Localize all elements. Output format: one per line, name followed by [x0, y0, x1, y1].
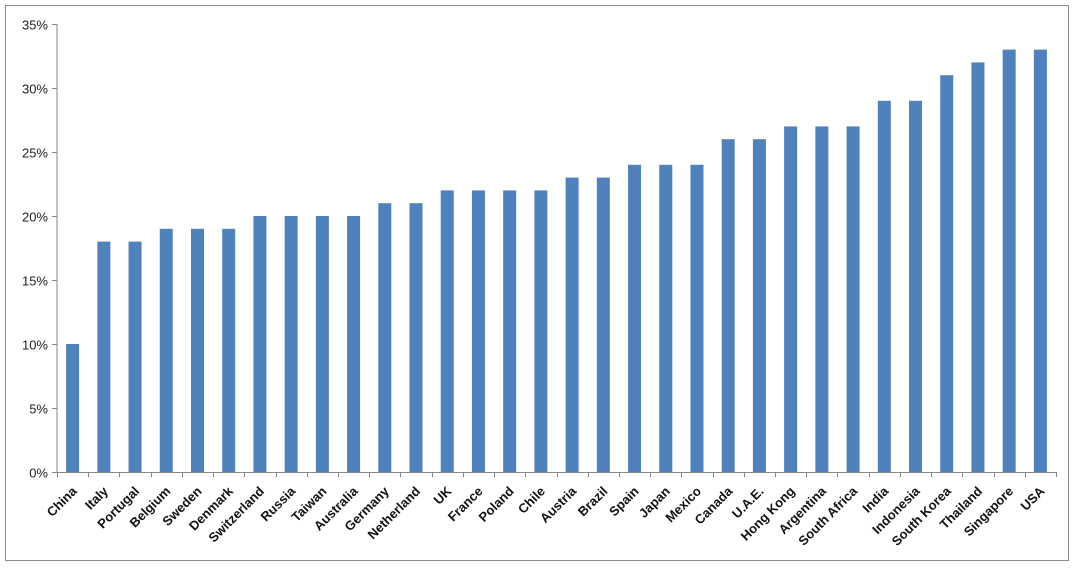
bar-brazil	[596, 177, 610, 472]
bar-usa	[1033, 49, 1047, 472]
bars	[66, 49, 1047, 473]
bar-chart: 0% 5% 10% 15% 20% 25% 30% 35% China ItalyPortuga…	[22, 18, 1057, 549]
bar-france	[471, 190, 485, 472]
bar-south-africa	[846, 126, 860, 473]
category-label: UK	[430, 483, 454, 507]
bar-mexico	[690, 164, 704, 473]
y-tick-label: 5%	[29, 402, 48, 417]
bar-taiwan	[315, 216, 329, 472]
y-tick-label: 10%	[22, 338, 48, 353]
y-tick-label: 35%	[22, 18, 48, 33]
bar-singapore	[1002, 49, 1016, 472]
bar-australia	[347, 216, 361, 472]
y-tick-label: 25%	[22, 146, 48, 161]
category-label: Poland	[476, 483, 517, 524]
bar-sweden	[190, 228, 204, 472]
y-tick-label: 20%	[22, 210, 48, 225]
bar-italy	[97, 241, 111, 472]
bar-south-korea	[940, 75, 954, 472]
bar-uk	[440, 190, 454, 472]
x-axis	[57, 472, 1057, 477]
y-axis: 0% 5% 10% 15% 20% 25% 30% 35%	[22, 18, 58, 481]
bar-denmark	[222, 228, 236, 472]
bar-spain	[628, 164, 642, 473]
bar-netherland	[409, 203, 423, 472]
y-tick-label: 15%	[22, 274, 48, 289]
bar-russia	[284, 216, 298, 472]
bar-belgium	[159, 228, 173, 472]
bar-germany	[378, 203, 392, 472]
bar-thailand	[971, 62, 985, 473]
bar-hong-kong	[784, 126, 798, 473]
chart-frame: 0% 5% 10% 15% 20% 25% 30% 35% China Italy Portuga…	[5, 5, 1069, 561]
bar-indonesia	[909, 100, 923, 473]
bar-india	[877, 100, 891, 473]
category-label: Austria	[537, 483, 580, 526]
category-label: USA	[1017, 483, 1047, 513]
bar-portugal	[128, 241, 142, 472]
bar-japan	[659, 164, 673, 473]
bar-switzerland	[253, 216, 267, 472]
category-labels: China ItalyPortugalBelgiumSwedenDenmarkSw…	[44, 483, 1048, 549]
bar-u-a-e	[752, 139, 766, 472]
bar-poland	[503, 190, 517, 472]
y-tick-label: 30%	[22, 82, 48, 97]
y-tick-label: 0%	[29, 466, 48, 481]
bar-chile	[534, 190, 548, 472]
bar-canada	[721, 139, 735, 472]
bar-argentina	[815, 126, 829, 473]
category-label: Brazil	[575, 484, 611, 520]
category-label: China	[44, 483, 81, 520]
bar-austria	[565, 177, 579, 472]
bar-china	[66, 344, 80, 472]
category-label: Spain	[606, 483, 642, 519]
